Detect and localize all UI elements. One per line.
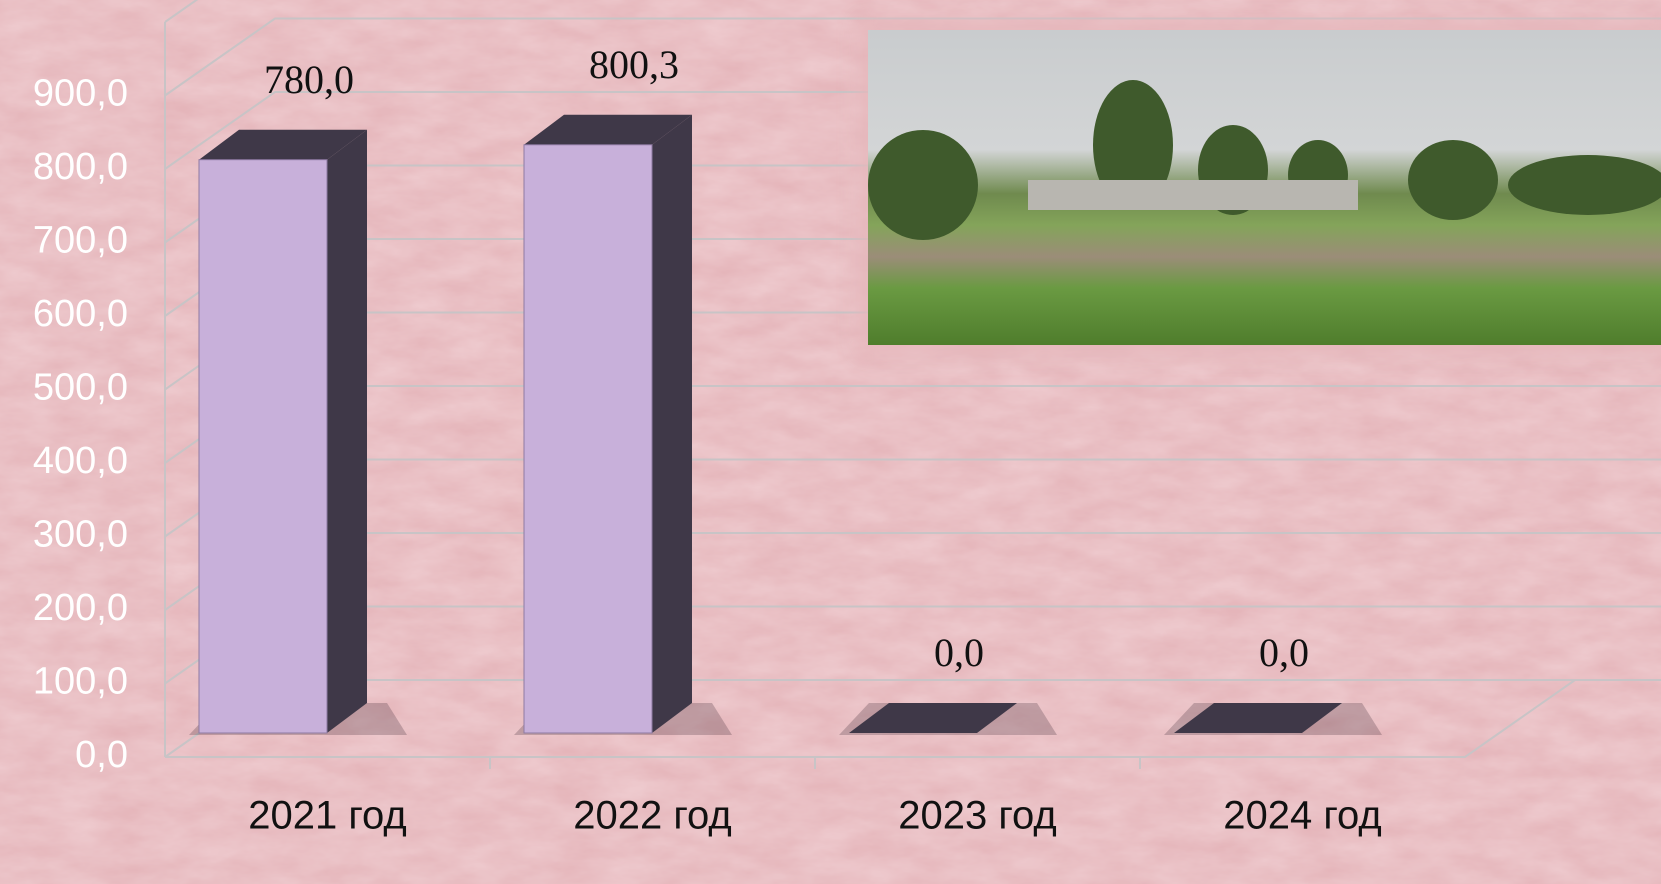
plot: 0,0 100,0 200,0 300,0 400,0 500,0 600,0 700,0 80…: [33, 0, 1661, 838]
grid-line: [164, 17, 1661, 97]
x-tick-label: 2024 год: [1223, 794, 1382, 838]
y-tick-label: 0,0: [75, 734, 128, 776]
wall-edge: [164, 0, 199, 23]
y-tick-label: 100,0: [33, 661, 128, 703]
y-tick-label: 600,0: [33, 293, 128, 335]
y-tick-label: 700,0: [33, 220, 128, 262]
bar: [198, 159, 328, 734]
axis-line: [165, 679, 1576, 758]
bar-top: [199, 129, 367, 160]
y-tick-label: 900,0: [33, 73, 128, 115]
value-label: 800,3: [589, 42, 679, 87]
bar-side: [652, 114, 692, 734]
x-tick-label: 2023 год: [898, 794, 1057, 838]
x-tick-label: 2022 год: [573, 794, 732, 838]
y-tick-label: 400,0: [33, 440, 128, 482]
bar-top: [849, 703, 1017, 733]
value-label: 0,0: [1259, 630, 1309, 675]
x-tick-label: 2021 год: [248, 794, 407, 838]
value-label: 780,0: [264, 57, 354, 102]
bar-top: [1174, 703, 1342, 733]
bar-side: [327, 129, 367, 733]
houses: [1028, 180, 1358, 210]
y-tick-label: 800,0: [33, 146, 128, 188]
value-label: 0,0: [934, 630, 984, 675]
bar-top: [524, 114, 692, 145]
y-tick-label: 500,0: [33, 367, 128, 409]
landscape-photo: [868, 30, 1661, 345]
bar: [523, 144, 653, 734]
y-tick-label: 200,0: [33, 587, 128, 629]
y-tick-label: 300,0: [33, 514, 128, 556]
